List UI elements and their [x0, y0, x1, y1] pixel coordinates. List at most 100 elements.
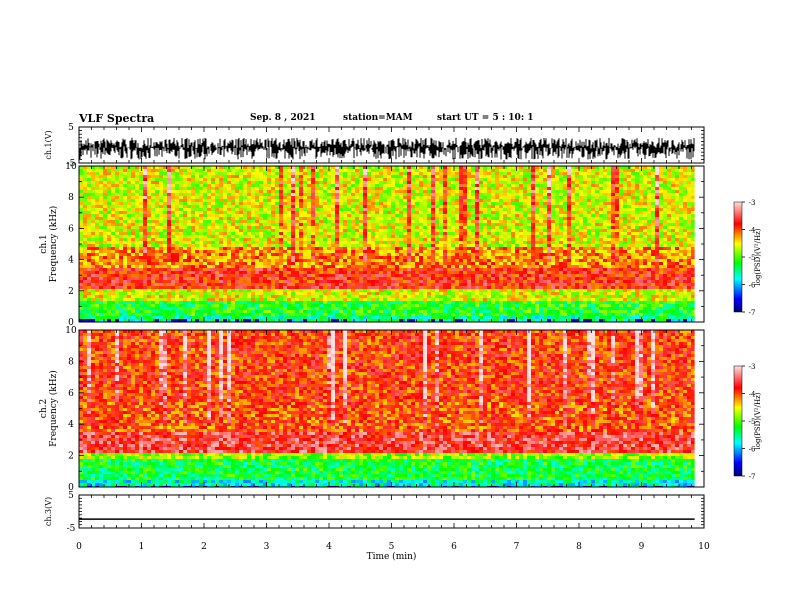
spec-cell	[255, 280, 259, 283]
spec-cell	[363, 235, 367, 238]
spec-cell	[299, 268, 303, 271]
spec-cell	[231, 319, 235, 322]
spec-cell	[283, 313, 287, 316]
spec-cell	[163, 214, 167, 217]
spec-cell	[119, 256, 123, 259]
spec-cell	[79, 256, 83, 259]
spec-cell	[275, 241, 279, 244]
spec-cell	[119, 175, 123, 178]
spec-cell	[103, 292, 107, 295]
spec-cell	[183, 253, 187, 256]
spec-cell	[331, 307, 335, 310]
spec-cell	[283, 217, 287, 220]
spec-cell	[179, 166, 183, 169]
spec-cell	[219, 214, 223, 217]
spec-cell	[195, 166, 199, 169]
spec-cell	[363, 277, 367, 280]
spec-cell	[435, 283, 439, 286]
spec-cell	[291, 220, 295, 223]
spec-cell	[283, 253, 287, 256]
spec-cell	[215, 268, 219, 271]
spec-cell	[443, 208, 447, 211]
spec-cell	[307, 193, 311, 196]
spec-cell	[139, 304, 143, 307]
spec-cell	[395, 283, 399, 286]
spec-cell	[167, 292, 171, 295]
spec-cell	[207, 268, 211, 271]
spec-cell	[247, 235, 251, 238]
spec-cell	[423, 256, 427, 259]
spec-cell	[407, 166, 411, 169]
spec-cell	[143, 223, 147, 226]
spec-cell	[299, 280, 303, 283]
spec-cell	[223, 226, 227, 229]
spec-cell	[195, 268, 199, 271]
spec-cell	[87, 250, 91, 253]
spec-cell	[151, 223, 155, 226]
spec-cell	[219, 313, 223, 316]
spec-cell	[243, 205, 247, 208]
spec-cell	[279, 211, 283, 214]
spec-cell	[103, 316, 107, 319]
spec-cell	[135, 193, 139, 196]
spec-cell	[419, 238, 423, 241]
spec-cell	[267, 187, 271, 190]
spec-cell	[135, 211, 139, 214]
spec-cell	[279, 199, 283, 202]
spec-cell	[247, 310, 251, 313]
spec-cell	[291, 184, 295, 187]
spec-cell	[435, 169, 439, 172]
spec-cell	[171, 301, 175, 304]
spec-cell	[107, 253, 111, 256]
spec-cell	[415, 283, 419, 286]
spec-cell	[327, 175, 331, 178]
spec-cell	[103, 205, 107, 208]
spec-cell	[99, 190, 103, 193]
spec-cell	[123, 304, 127, 307]
spec-cell	[127, 271, 131, 274]
spec-cell	[155, 241, 159, 244]
spec-cell	[343, 247, 347, 250]
spec-cell	[107, 226, 111, 229]
spec-cell	[95, 271, 99, 274]
spec-cell	[219, 286, 223, 289]
spec-cell	[159, 301, 163, 304]
spec-cell	[187, 310, 191, 313]
spec-cell	[167, 172, 171, 175]
spec-cell	[171, 229, 175, 232]
spec-cell	[351, 271, 355, 274]
spec-cell	[351, 202, 355, 205]
spec-cell	[435, 277, 439, 280]
spec-cell	[375, 289, 379, 292]
spec-cell	[79, 316, 83, 319]
spec-cell	[199, 244, 203, 247]
spec-cell	[103, 241, 107, 244]
spec-cell	[427, 316, 431, 319]
spec-cell	[427, 259, 431, 262]
spec-cell	[135, 301, 139, 304]
spec-cell	[291, 298, 295, 301]
spec-cell	[359, 169, 363, 172]
spec-cell	[215, 238, 219, 241]
spec-cell	[387, 184, 391, 187]
spec-cell	[211, 247, 215, 250]
spec-cell	[335, 202, 339, 205]
spec-cell	[299, 253, 303, 256]
spec-cell	[331, 166, 335, 169]
spec-cell	[171, 292, 175, 295]
spec-cell	[359, 265, 363, 268]
spec-cell	[87, 214, 91, 217]
spec-cell	[347, 244, 351, 247]
spec-cell	[343, 172, 347, 175]
spec-cell	[159, 247, 163, 250]
spec-cell	[363, 214, 367, 217]
spec-cell	[235, 286, 239, 289]
spec-cell	[367, 190, 371, 193]
spec-cell	[271, 247, 275, 250]
spec-cell	[271, 226, 275, 229]
spec-cell	[423, 262, 427, 265]
spec-cell	[443, 205, 447, 208]
spec-cell	[79, 208, 83, 211]
spec-cell	[359, 166, 363, 169]
spec-cell	[87, 211, 91, 214]
